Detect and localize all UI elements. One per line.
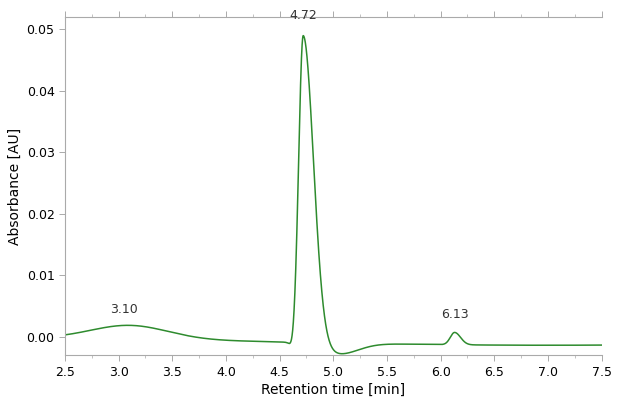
Text: 6.13: 6.13 bbox=[441, 308, 468, 321]
Text: 4.72: 4.72 bbox=[290, 9, 317, 22]
Y-axis label: Absorbance [AU]: Absorbance [AU] bbox=[8, 128, 22, 245]
X-axis label: Retention time [min]: Retention time [min] bbox=[261, 383, 405, 396]
Text: 3.10: 3.10 bbox=[110, 303, 138, 316]
